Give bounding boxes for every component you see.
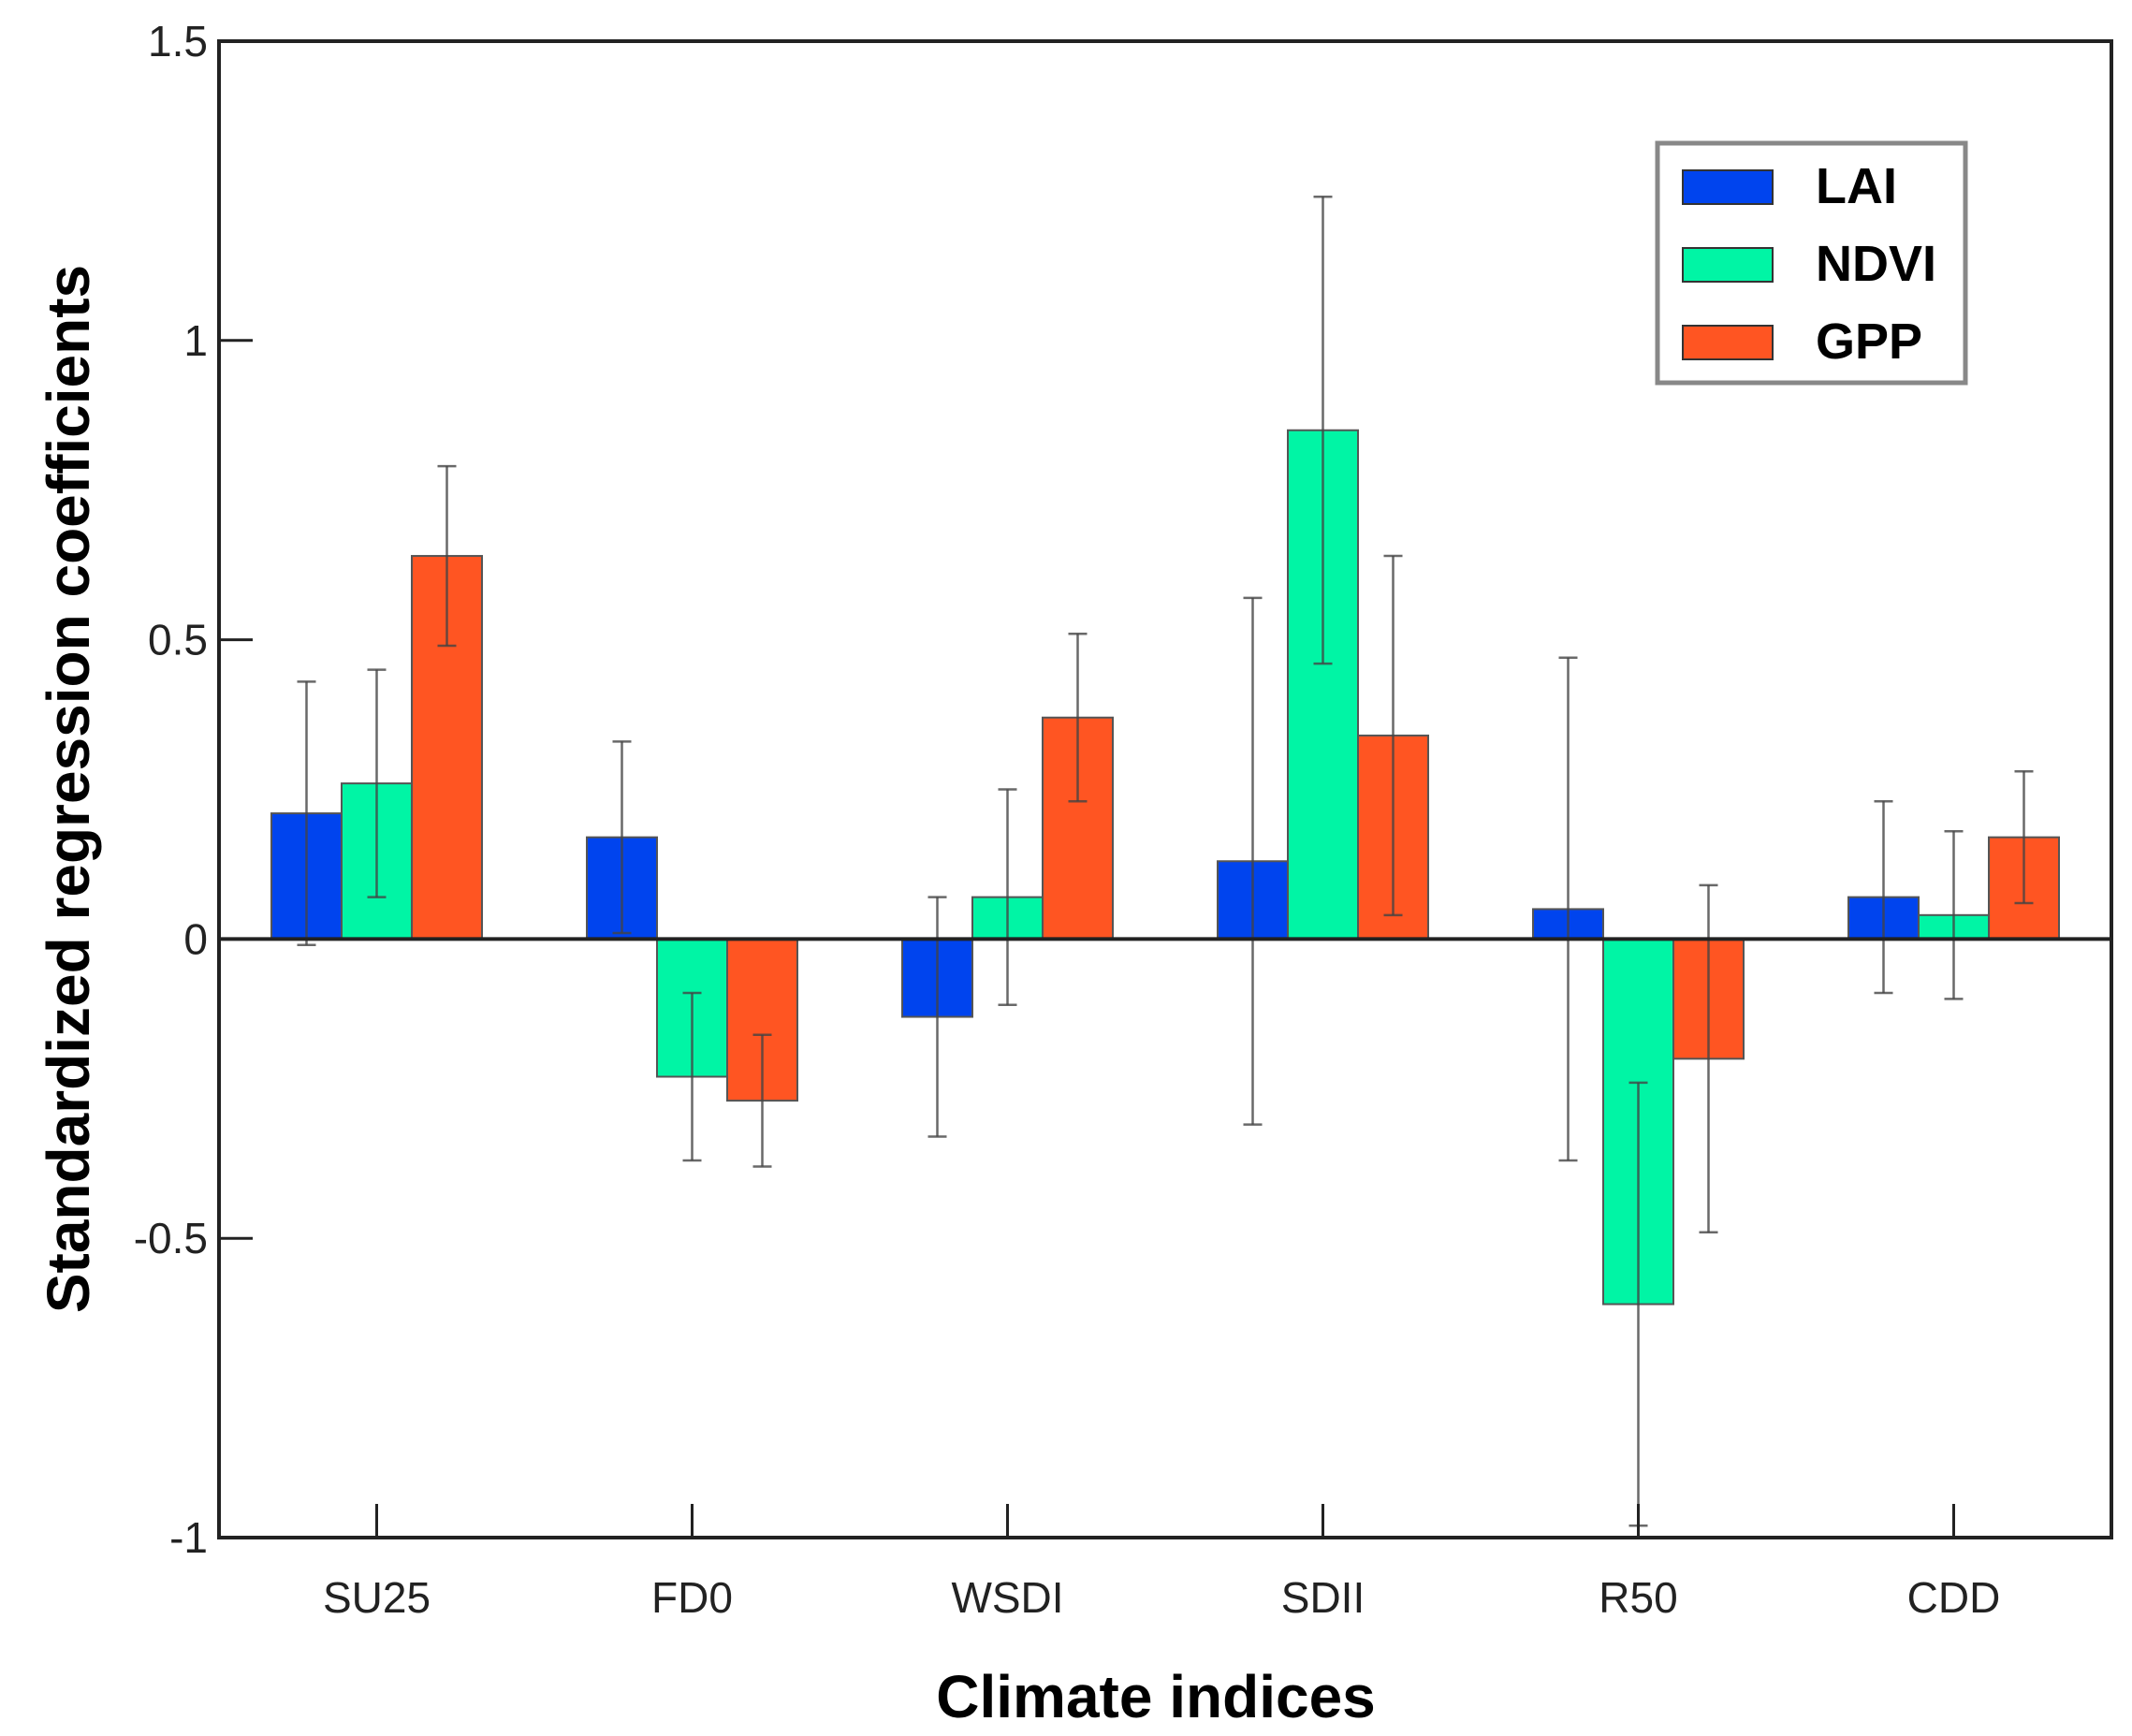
- y-tick-label: 0: [183, 914, 208, 963]
- plot-frame: [217, 39, 2113, 1539]
- y-axis-label: Standardized regression coefficients: [35, 265, 102, 1313]
- legend-swatch-lai: [1682, 169, 1774, 205]
- legend-label-gpp: GPP: [1816, 314, 1922, 370]
- x-axis-label: Climate indices: [936, 1663, 1376, 1730]
- legend: LAI NDVI GPP: [1655, 140, 1968, 386]
- legend-label-ndvi: NDVI: [1816, 236, 1936, 292]
- x-tick-label: SU25: [323, 1573, 431, 1622]
- legend-label-lai: LAI: [1816, 158, 1897, 214]
- x-axis: SU25 FD0 WSDI SDII R50 CDD: [323, 1504, 2000, 1622]
- x-tick-label: SDII: [1281, 1573, 1365, 1622]
- y-tick-label: 1: [183, 316, 208, 365]
- y-tick-label: 0.5: [148, 616, 208, 664]
- x-tick-label: R50: [1599, 1573, 1677, 1622]
- y-tick-label: 1.5: [148, 17, 208, 66]
- x-tick-label: FD0: [651, 1573, 733, 1622]
- x-tick-label: WSDI: [951, 1573, 1063, 1622]
- y-tick-label: -0.5: [134, 1214, 208, 1262]
- legend-swatch-ndvi: [1682, 247, 1774, 283]
- y-axis: -1 -0.5 0 0.5 1 1.5: [134, 17, 253, 1562]
- x-tick-label: CDD: [1907, 1573, 2001, 1622]
- error-bars-layer: [297, 196, 2034, 1527]
- bars-layer: [270, 429, 2060, 1306]
- legend-swatch-gpp: [1682, 325, 1774, 360]
- y-tick-label: -1: [169, 1513, 208, 1562]
